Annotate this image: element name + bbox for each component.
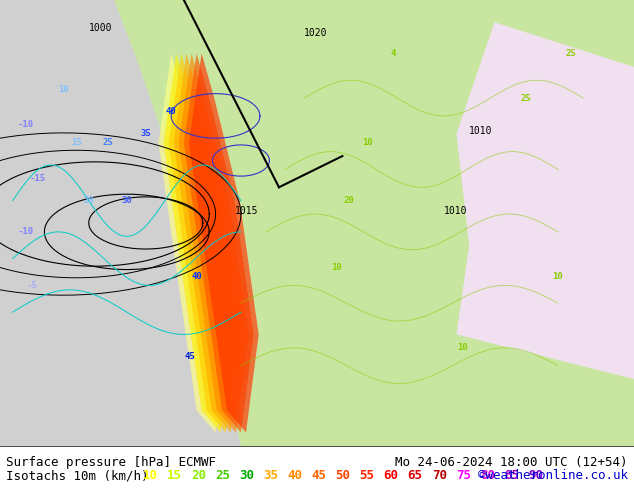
- Text: 70: 70: [432, 469, 447, 482]
- Text: 75: 75: [456, 469, 471, 482]
- Text: 45: 45: [311, 469, 327, 482]
- Text: 90: 90: [528, 469, 543, 482]
- Text: 10: 10: [58, 85, 68, 94]
- Text: 20: 20: [84, 196, 94, 205]
- Text: 40: 40: [287, 469, 302, 482]
- Text: 60: 60: [384, 469, 399, 482]
- Polygon shape: [179, 53, 249, 433]
- Text: 55: 55: [359, 469, 375, 482]
- Polygon shape: [456, 22, 634, 379]
- Text: 10: 10: [458, 343, 468, 352]
- Polygon shape: [189, 53, 259, 433]
- Polygon shape: [184, 53, 254, 433]
- Text: 1010: 1010: [469, 126, 493, 136]
- Text: 25: 25: [521, 94, 531, 102]
- Text: Surface pressure [hPa] ECMWF: Surface pressure [hPa] ECMWF: [6, 456, 216, 468]
- Text: 35: 35: [263, 469, 278, 482]
- Text: 15: 15: [167, 469, 182, 482]
- Text: 40: 40: [191, 272, 202, 281]
- Text: 1000: 1000: [89, 23, 112, 33]
- Text: 10: 10: [143, 469, 158, 482]
- Text: 30: 30: [122, 196, 132, 205]
- Text: -5: -5: [27, 281, 37, 290]
- Text: Mo 24-06-2024 18:00 UTC (12+54): Mo 24-06-2024 18:00 UTC (12+54): [395, 456, 628, 468]
- Text: 25: 25: [103, 138, 113, 147]
- Text: ©weatheronline.co.uk: ©weatheronline.co.uk: [477, 469, 628, 482]
- Text: 30: 30: [239, 469, 254, 482]
- Text: 20: 20: [191, 469, 206, 482]
- Text: 65: 65: [408, 469, 423, 482]
- Text: 1010: 1010: [444, 206, 467, 216]
- Text: 25: 25: [215, 469, 230, 482]
- Text: 50: 50: [335, 469, 351, 482]
- Text: 1020: 1020: [304, 27, 328, 38]
- Text: 10: 10: [331, 263, 341, 272]
- Text: 10: 10: [363, 138, 373, 147]
- Text: 20: 20: [344, 196, 354, 205]
- Polygon shape: [0, 0, 241, 446]
- Polygon shape: [174, 53, 243, 433]
- Polygon shape: [169, 53, 238, 433]
- Text: 45: 45: [185, 352, 195, 361]
- Text: -10: -10: [17, 121, 34, 129]
- Text: -10: -10: [17, 227, 34, 236]
- Text: -15: -15: [30, 174, 46, 183]
- Polygon shape: [158, 53, 228, 433]
- Text: Isotachs 10m (km/h): Isotachs 10m (km/h): [6, 469, 149, 482]
- Text: 1015: 1015: [235, 206, 258, 216]
- Text: 35: 35: [141, 129, 151, 138]
- Text: 40: 40: [166, 107, 176, 116]
- Text: 85: 85: [504, 469, 519, 482]
- Text: 10: 10: [553, 272, 563, 281]
- Polygon shape: [164, 53, 233, 433]
- Text: 25: 25: [566, 49, 576, 58]
- Text: 80: 80: [480, 469, 495, 482]
- Text: 15: 15: [71, 138, 81, 147]
- Text: 4: 4: [391, 49, 396, 58]
